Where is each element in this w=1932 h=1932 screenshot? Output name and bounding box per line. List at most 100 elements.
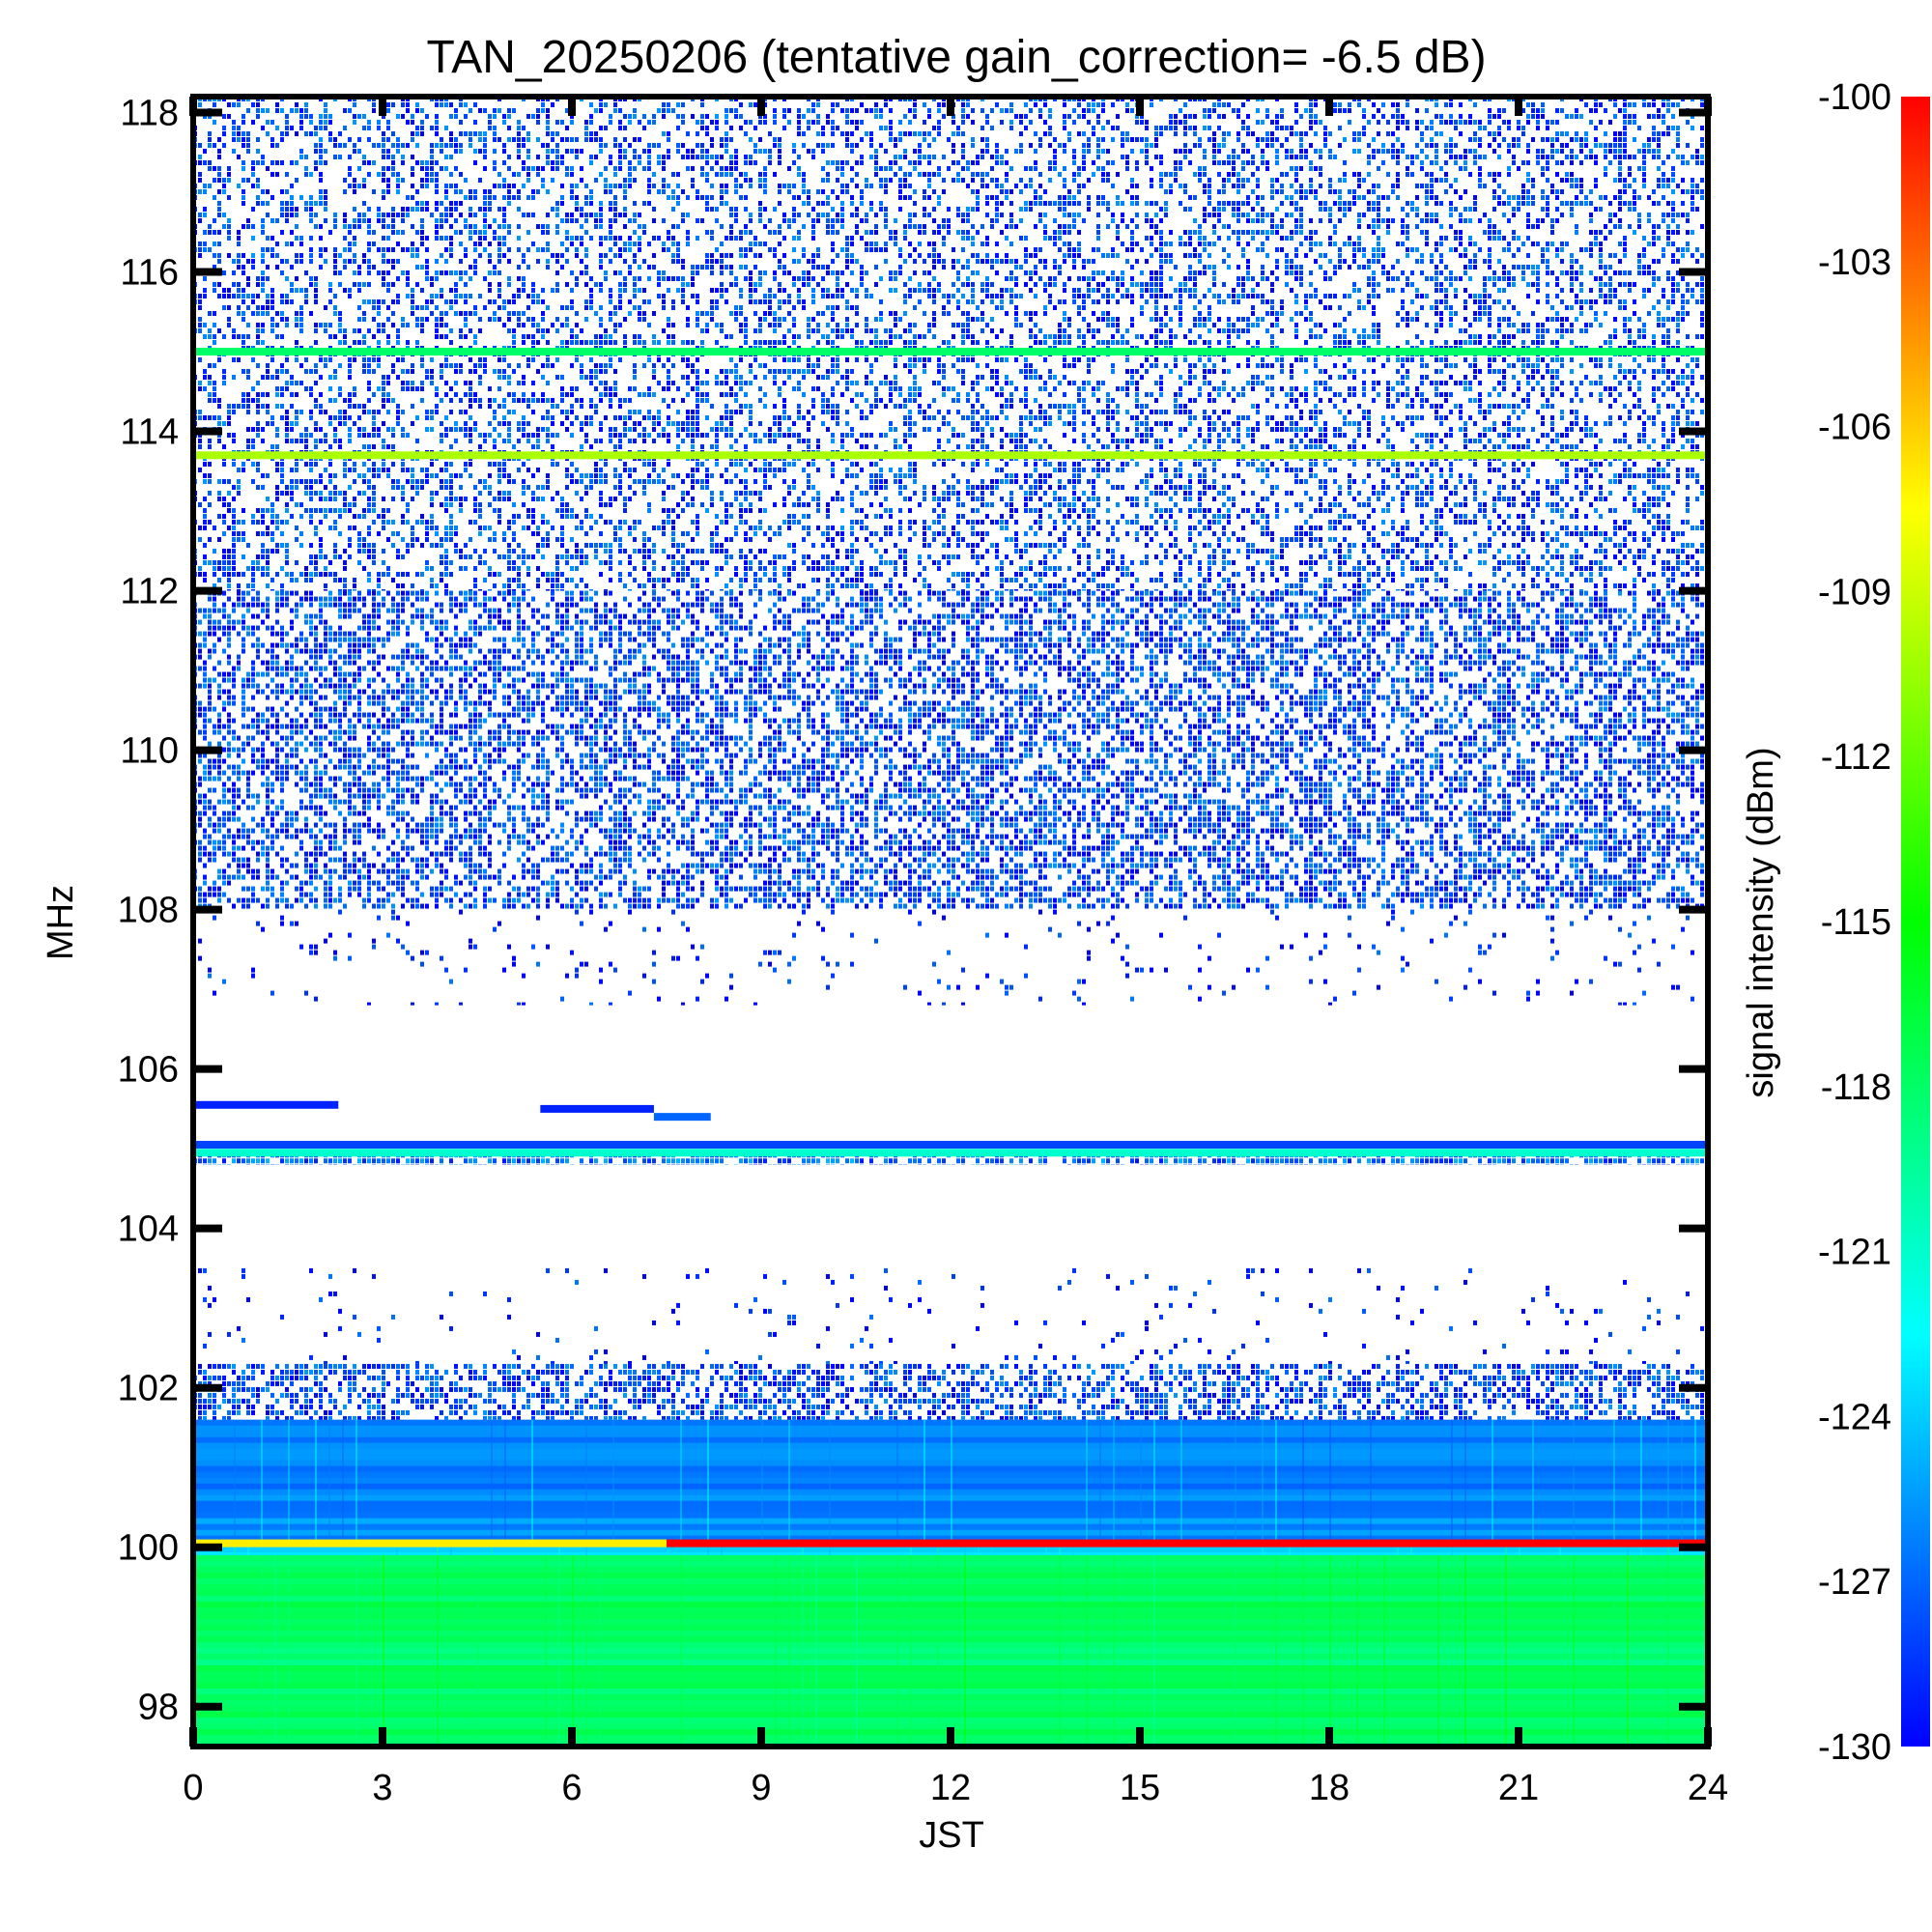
heat-cell bbox=[222, 1380, 226, 1386]
heat-cell bbox=[1478, 1380, 1482, 1386]
heat-cell bbox=[377, 1325, 381, 1331]
heat-cell bbox=[1560, 1392, 1564, 1398]
heat-cell bbox=[1290, 1380, 1293, 1386]
heat-cell bbox=[1352, 602, 1356, 608]
heat-cell bbox=[319, 1380, 323, 1386]
heat-cell bbox=[328, 596, 332, 602]
heat-cell bbox=[1043, 1392, 1047, 1398]
heat-cell bbox=[1608, 625, 1612, 631]
heat-cell bbox=[469, 1404, 472, 1409]
heat-cell bbox=[1179, 1409, 1182, 1415]
heat-cell bbox=[1502, 1158, 1506, 1164]
heat-cell bbox=[1391, 608, 1395, 613]
heat-cell bbox=[314, 642, 318, 648]
heat-cell bbox=[1657, 637, 1661, 642]
heat-cell bbox=[1604, 596, 1607, 602]
heat-cell bbox=[309, 596, 313, 602]
heat-cell bbox=[1125, 613, 1129, 619]
heat-cell bbox=[507, 619, 511, 625]
heat-cell bbox=[1053, 1415, 1057, 1420]
heat-cell bbox=[1208, 608, 1211, 613]
heat-cell bbox=[811, 1386, 815, 1392]
heat-cell bbox=[1381, 625, 1385, 631]
heat-cell bbox=[1333, 996, 1337, 1002]
heat-cell bbox=[1372, 944, 1376, 950]
heat-cell bbox=[927, 1363, 931, 1369]
heat-cell bbox=[213, 1296, 216, 1302]
heat-cell bbox=[454, 1363, 458, 1369]
heat-cell bbox=[1662, 619, 1665, 625]
heat-cell bbox=[1633, 602, 1636, 608]
heat-cell bbox=[1676, 984, 1680, 990]
heat-cell bbox=[1014, 1354, 1018, 1360]
heat-cell bbox=[304, 1158, 308, 1164]
heat-cell bbox=[724, 648, 728, 654]
heat-cell bbox=[642, 926, 646, 932]
heat-cell bbox=[1555, 1409, 1559, 1415]
heat-cell bbox=[1092, 648, 1095, 654]
heat-cell bbox=[488, 625, 492, 631]
heat-cell bbox=[1594, 1308, 1598, 1314]
heat-cell bbox=[1633, 625, 1636, 631]
heat-cell bbox=[251, 625, 255, 631]
heat-cell bbox=[1038, 631, 1042, 637]
heat-cell bbox=[256, 1386, 260, 1392]
heat-cell bbox=[927, 1398, 931, 1404]
heat-cell bbox=[889, 1296, 893, 1302]
heat-cell bbox=[1159, 1415, 1163, 1420]
heat-cell bbox=[449, 1291, 453, 1296]
heat-cell bbox=[314, 1392, 318, 1398]
heat-cell bbox=[1517, 637, 1520, 642]
heat-cell bbox=[348, 1380, 352, 1386]
heat-cell bbox=[232, 1404, 236, 1409]
heat-cell bbox=[1584, 631, 1588, 637]
heat-cell bbox=[1009, 613, 1013, 619]
heat-cell bbox=[686, 1158, 690, 1164]
heat-cell bbox=[415, 1375, 419, 1380]
heat-cell bbox=[290, 1398, 294, 1404]
heat-cell bbox=[652, 1320, 656, 1325]
heat-cell bbox=[353, 1369, 356, 1375]
heat-cell bbox=[638, 625, 641, 631]
heat-cell bbox=[1232, 1415, 1236, 1420]
heat-cell bbox=[802, 608, 806, 613]
heat-cell bbox=[1058, 1415, 1062, 1420]
heat-cell bbox=[386, 1363, 390, 1369]
heat-cell bbox=[198, 1392, 202, 1398]
heat-cell bbox=[251, 1158, 255, 1164]
heat-cell bbox=[966, 1404, 970, 1409]
heat-cell bbox=[1082, 1398, 1086, 1404]
heat-cell bbox=[937, 979, 941, 984]
heat-cell bbox=[1430, 648, 1434, 654]
heat-cell bbox=[551, 631, 554, 637]
heat-cell bbox=[1381, 1380, 1385, 1386]
heat-cell bbox=[1367, 642, 1371, 648]
heat-cell bbox=[541, 1392, 545, 1398]
heat-cell bbox=[227, 1398, 231, 1404]
heat-cell bbox=[903, 1409, 907, 1415]
heat-cell bbox=[1526, 602, 1530, 608]
heat-cell bbox=[749, 631, 753, 637]
heat-cell bbox=[667, 613, 670, 619]
heat-cell bbox=[720, 1392, 724, 1398]
heat-cell bbox=[1029, 1409, 1033, 1415]
heat-cell bbox=[1014, 631, 1018, 637]
heat-cell bbox=[560, 648, 564, 654]
heat-cell bbox=[1053, 1369, 1057, 1375]
heat-cell bbox=[275, 1415, 279, 1420]
heat-cell bbox=[724, 1404, 728, 1409]
heat-cell bbox=[1492, 625, 1496, 631]
heat-cell bbox=[860, 596, 864, 602]
heat-cell bbox=[1183, 596, 1187, 602]
heat-cell bbox=[469, 596, 472, 602]
heat-cell bbox=[430, 608, 434, 613]
heat-cell bbox=[1386, 590, 1390, 596]
heat-cell bbox=[1362, 590, 1366, 596]
heat-cell bbox=[1256, 1392, 1260, 1398]
heat-cell bbox=[1589, 602, 1593, 608]
heat-cell bbox=[821, 1409, 825, 1415]
heat-cell bbox=[1328, 642, 1332, 648]
heat-cell bbox=[1406, 1360, 1409, 1364]
heat-cell bbox=[531, 1415, 535, 1420]
